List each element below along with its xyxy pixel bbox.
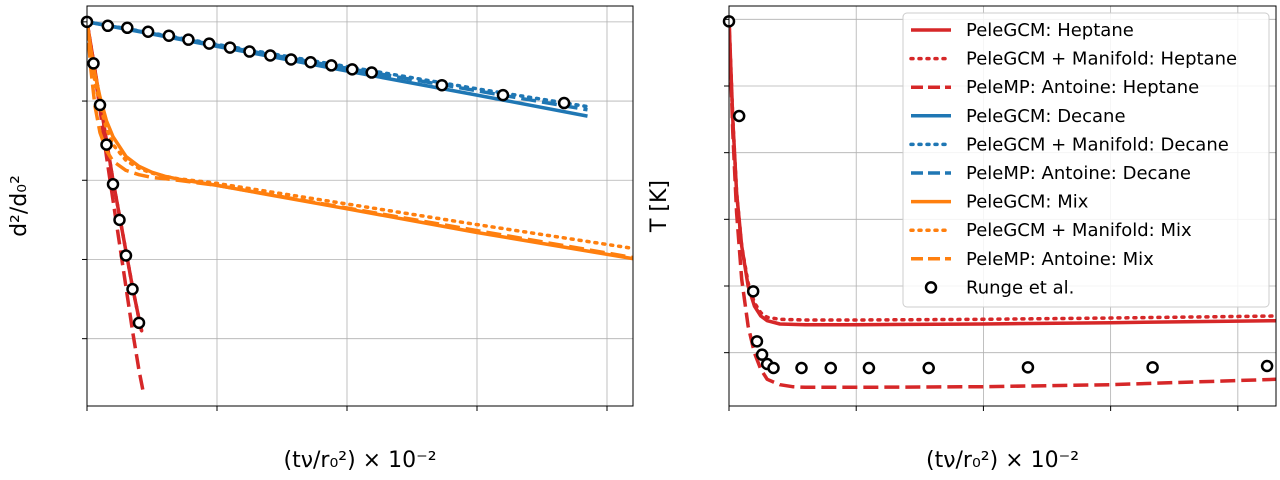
plot-area: [729, 17, 1276, 390]
data-marker: [113, 213, 126, 227]
axes-frame: [86, 5, 634, 407]
data-marker: [795, 361, 808, 375]
legend-marker-icon: [924, 281, 938, 294]
right-chart: (tν/r₀²) × 10⁻²T [K]PeleGCM: HeptanePele…: [647, 5, 1277, 473]
axes-frame: [728, 5, 1277, 407]
data-marker: [223, 41, 237, 54]
data-marker: [202, 37, 216, 50]
data-marker: [93, 98, 107, 112]
legend-label: PeleGCM + Manifold: Heptane: [966, 49, 1237, 70]
data-marker: [922, 361, 935, 375]
data-marker: [243, 45, 256, 58]
legend-label: PeleGCM: Decane: [966, 106, 1126, 127]
data-marker: [435, 78, 449, 92]
legend-label: PeleMP: Antoine: Mix: [966, 249, 1154, 270]
legend-box: [902, 12, 1270, 308]
plot-area: [87, 20, 633, 391]
x-axis-label: (tν/r₀²) × 10⁻²: [283, 448, 436, 473]
data-marker: [750, 335, 764, 348]
data-marker: [1146, 361, 1159, 374]
data-marker: [132, 316, 146, 330]
data-marker: [862, 361, 876, 375]
data-marker: [557, 96, 571, 110]
legend-label: PeleMP: Antoine: Decane: [966, 163, 1191, 184]
series-line-8: [87, 21, 633, 260]
data-marker: [824, 361, 838, 375]
data-marker: [345, 63, 359, 76]
data-marker: [767, 361, 780, 375]
data-marker: [284, 53, 298, 66]
data-marker: [1260, 359, 1274, 373]
data-marker: [100, 138, 113, 151]
data-marker: [121, 21, 134, 35]
data-marker: [325, 59, 338, 72]
data-marker: [106, 177, 120, 191]
left-chart: (tν/r₀²) × 10⁻² d²/d₀²: [7, 5, 634, 473]
x-axis-label: (tν/r₀²) × 10⁻²: [926, 448, 1079, 473]
data-marker: [101, 19, 115, 33]
data-marker: [126, 282, 139, 296]
data-marker: [304, 55, 317, 69]
data-marker: [182, 33, 195, 46]
legend-label: PeleGCM + Manifold: Decane: [966, 134, 1229, 155]
legend: PeleGCM: Heptane PeleGCM + Manifold: Hept…: [902, 12, 1270, 308]
legend-label: PeleGCM: Heptane: [966, 20, 1134, 41]
data-marker: [162, 29, 176, 42]
series-line-7: [87, 20, 633, 251]
legend-label: Runge et al.: [966, 277, 1074, 298]
data-marker: [141, 25, 155, 38]
data-marker: [264, 49, 277, 62]
data-marker: [496, 88, 510, 102]
data-marker: [1021, 361, 1035, 374]
legend-label: PeleGCM: Mix: [966, 192, 1089, 213]
series-line-2: [729, 19, 1276, 390]
legend-label: PeleGCM + Manifold: Mix: [966, 220, 1192, 241]
series-line-6: [87, 21, 633, 261]
legend-label: PeleMP: Antoine: Heptane: [966, 77, 1199, 98]
data-marker: [746, 285, 760, 298]
data-marker: [365, 66, 378, 79]
data-marker: [87, 57, 100, 70]
data-marker: [732, 109, 746, 123]
data-marker: [119, 249, 133, 262]
series-line-1: [87, 20, 144, 333]
y-axis-label: T [K]: [647, 180, 672, 233]
y-axis-label: d²/d₀²: [7, 175, 32, 237]
data-marker: [755, 348, 769, 361]
